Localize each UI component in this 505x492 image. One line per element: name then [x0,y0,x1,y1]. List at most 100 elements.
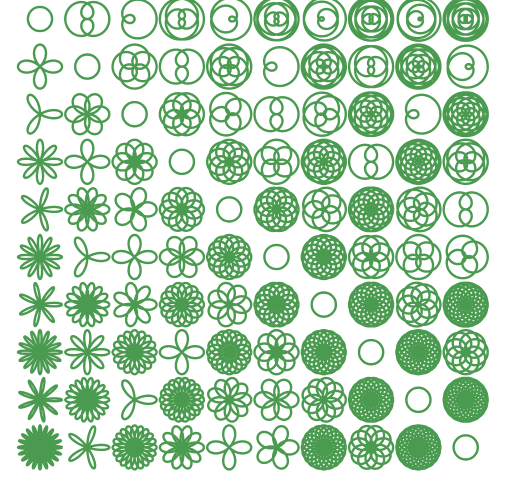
rose-curve-r10-c2 [68,425,111,470]
rose-curve-r5-c8 [347,186,395,233]
rose-curve-r9-c2 [64,376,111,423]
rose-curve-r9-c3 [121,379,158,421]
rose-curve-r10-c7 [300,424,347,471]
rose-curve-r8-c5 [206,329,253,376]
rose-curve-r6-c7 [300,233,347,281]
rose-curve-r7-c7 [310,291,338,318]
rose-curve-r6-c8 [347,234,395,280]
rose-curve-r1-c1 [26,5,54,33]
rose-curve-r9-c7 [301,376,347,423]
rose-curve-r4-c3 [111,138,158,185]
rose-curve-r10-c4 [158,425,206,470]
rose-curve-r7-c10 [442,281,489,328]
rose-curve-r4-c5 [206,138,253,185]
rose-curve-r4-c1 [16,138,64,185]
rose-curve-r4-c2 [64,138,111,185]
rose-curve-r9-c5 [207,376,253,423]
rose-curve-r9-c10 [442,376,489,423]
rose-curve-r3-c7 [302,91,347,137]
rose-curve-r7-c1 [18,281,64,328]
rose-curve-r1-c7 [302,0,347,42]
rose-curve-r1-c2 [64,0,111,38]
rose-curve-r6-c5 [206,233,253,281]
rose-curve-r2-c3 [111,43,158,90]
rose-curve-r5-c10 [442,191,489,228]
rose-curve-r2-c2 [74,53,101,80]
rose-curve-r6-c2 [73,236,111,278]
rose-curve-r5-c6 [253,186,300,233]
rose-curve-r10-c10 [452,434,480,461]
rose-curve-r1-c3 [121,0,158,40]
rose-curve-r5-c1 [20,187,64,232]
rose-curve-r9-c1 [18,376,64,423]
rose-curve-r6-c6 [263,243,290,271]
rose-curve-r1-c5 [210,0,253,42]
rose-curve-r7-c5 [207,281,253,328]
rose-curve-r2-c7 [300,43,347,90]
rose-curve-r7-c9 [396,281,442,328]
rose-curve-r5-c5 [215,196,243,223]
rose-curve-r9-c9 [405,386,432,414]
rose-curve-r9-c6 [253,378,300,421]
rose-curve-r5-c9 [396,186,442,233]
rose-curve-r7-c8 [347,281,395,328]
rose-curve-r3-c4 [158,92,206,137]
rose-curve-r7-c3 [113,281,158,328]
rose-curve-r2-c9 [395,43,442,90]
rose-curve-r6-c10 [445,234,489,280]
rose-curve-r2-c1 [16,43,64,90]
rose-curve-r8-c1 [16,329,64,376]
rose-curve-r6-c4 [158,235,206,279]
rose-curve-r5-c2 [64,187,111,232]
rose-curve-r7-c2 [64,281,111,328]
rose-curve-r8-c8 [357,338,385,366]
rose-curve-r1-c10 [442,0,489,42]
rose-curve-r3-c3 [121,100,148,128]
rose-curve-r3-c5 [209,91,253,137]
rose-curve-r1-c4 [158,0,206,41]
rose-curve-r1-c8 [347,0,395,42]
rose-curve-r9-c8 [347,376,395,423]
rose-curve-r8-c4 [158,329,206,376]
rose-curve-r3-c2 [64,93,111,136]
rose-curve-r2-c5 [206,43,253,90]
rose-curve-r3-c6 [253,96,300,133]
rose-curve-r8-c2 [64,329,111,376]
rose-curve-r8-c9 [395,329,442,376]
rose-curve-r3-c8 [347,91,395,138]
rose-curve-r3-c10 [442,91,489,138]
rose-curve-r2-c8 [347,44,395,89]
rose-curve-r2-c4 [158,48,206,85]
rose-curve-r3-c9 [404,93,442,135]
rose-curve-r8-c6 [253,329,300,376]
rose-curve-r10-c5 [206,424,253,471]
rose-curve-r10-c9 [395,424,442,471]
rose-curve-r2-c6 [262,46,300,88]
rose-curve-r3-c1 [26,93,64,135]
rose-curve-r8-c7 [300,329,347,376]
rose-curve-r4-c4 [168,148,196,176]
rose-curve-r4-c10 [442,138,489,185]
rose-curve-r6-c1 [16,233,64,281]
rose-curve-r1-c6 [253,0,300,42]
rose-curve-r4-c7 [300,138,347,185]
rose-curve-r5-c3 [114,186,158,232]
rose-curve-r4-c6 [253,138,300,185]
rose-curve-r6-c3 [111,233,158,281]
rose-curve-r5-c7 [302,186,347,233]
rose-curve-r10-c6 [256,424,300,470]
rose-curve-r10-c3 [111,424,158,471]
rose-curve-r4-c9 [395,138,442,185]
rose-curve-r6-c9 [395,233,442,281]
rose-curve-r2-c10 [446,44,489,89]
grid-cells [16,0,489,471]
rose-curve-r8-c3 [111,329,158,376]
rose-curve-r5-c4 [158,186,206,232]
rose-curve-r9-c4 [158,376,206,423]
rose-curve-r8-c10 [442,329,489,376]
rose-curve-r1-c9 [396,0,442,42]
rose-curve-r7-c4 [158,281,206,328]
rose-curve-r10-c8 [347,424,395,470]
rose-curve-r10-c1 [16,424,64,471]
